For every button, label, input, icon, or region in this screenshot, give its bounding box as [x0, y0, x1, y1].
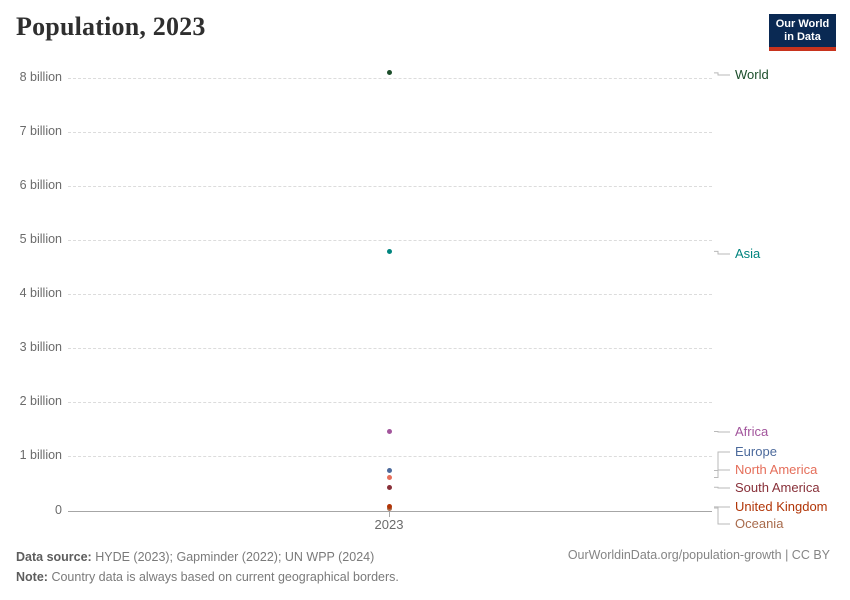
entity-label-south-america[interactable]: South America: [735, 480, 820, 495]
y-axis-tick-label: 2 billion: [19, 394, 62, 409]
entity-label-world[interactable]: World: [735, 67, 769, 82]
data-source-text: HYDE (2023); Gapminder (2022); UN WPP (2…: [95, 550, 375, 564]
connector-north-america: [714, 469, 730, 478]
y-axis-tick-label: 7 billion: [19, 123, 62, 138]
gridline-1-billion: [68, 456, 712, 458]
gridline-7-billion: [68, 131, 712, 133]
footer-note: Note: Country data is always based on cu…: [16, 567, 399, 587]
entity-label-africa[interactable]: Africa: [735, 424, 769, 439]
data-point-europe[interactable]: [386, 467, 392, 473]
gridline-5-billion: [68, 240, 712, 241]
gridline-2-billion: [68, 402, 712, 404]
data-point-north-america[interactable]: [386, 474, 392, 480]
note-label: Note:: [16, 570, 48, 584]
entity-label-oceania[interactable]: Oceania: [735, 516, 784, 531]
entity-label-north-america[interactable]: North America: [735, 462, 818, 477]
footer-source-note: Data source: HYDE (2023); Gapminder (202…: [16, 547, 399, 587]
data-point-asia[interactable]: [386, 248, 392, 254]
data-point-south-america[interactable]: [386, 484, 392, 490]
logo-line-2: in Data: [784, 30, 821, 43]
entity-label-europe[interactable]: Europe: [735, 444, 777, 459]
y-axis-tick-label: 3 billion: [19, 340, 62, 355]
y-axis-tick-label: 1 billion: [19, 448, 62, 463]
x-axis-tick: [389, 511, 390, 517]
y-axis-tick-label: 8 billion: [19, 69, 62, 84]
y-axis-tick-label: 4 billion: [19, 286, 62, 301]
footer-link[interactable]: OurWorldinData.org/population-growth | C…: [567, 548, 830, 562]
data-point-united-kingdom[interactable]: [386, 504, 392, 510]
owid-logo-text: Our World in Data: [769, 14, 836, 47]
connector-south-america: [714, 486, 730, 489]
gridline-8-billion: [68, 77, 712, 79]
y-axis-tick-label: 0: [55, 502, 62, 517]
x-axis-line: [68, 510, 712, 512]
gridline-6-billion: [68, 185, 712, 187]
entity-label-asia[interactable]: Asia: [735, 246, 761, 261]
y-axis-tick-label: 5 billion: [19, 232, 62, 246]
connector-europe: [714, 451, 730, 471]
owid-logo[interactable]: Our World in Data: [769, 14, 836, 51]
connector-asia: [714, 250, 730, 255]
data-point-world[interactable]: [386, 70, 392, 76]
data-point-africa[interactable]: [386, 429, 392, 434]
x-axis-tick-label: 2023: [374, 516, 404, 532]
entity-label-united-kingdom[interactable]: United Kingdom: [735, 499, 828, 514]
page-title: Population, 2023: [16, 12, 206, 41]
footer-data-source: Data source: HYDE (2023); Gapminder (202…: [16, 547, 399, 567]
y-axis-tick-label: 6 billion: [19, 177, 62, 192]
gridline-3-billion: [68, 348, 712, 350]
note-text: Country data is always based on current …: [51, 570, 399, 584]
connector-world: [714, 72, 730, 76]
gridline-4-billion: [68, 294, 712, 296]
logo-red-bar: [769, 46, 836, 51]
connector-oceania: [714, 507, 730, 525]
data-source-label: Data source:: [16, 550, 92, 564]
logo-line-1: Our World: [775, 18, 830, 30]
